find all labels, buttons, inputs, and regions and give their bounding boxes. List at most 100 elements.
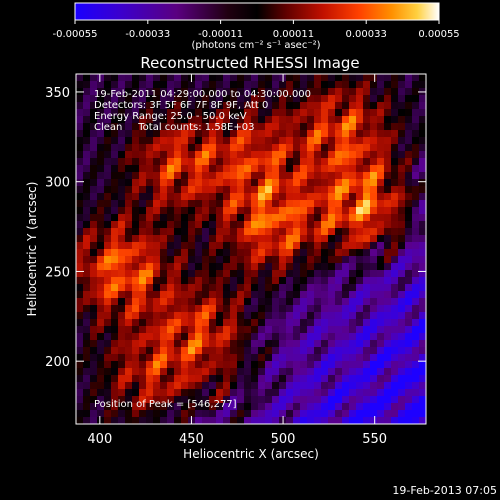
heatmap-cell	[321, 88, 329, 96]
heatmap-cell	[188, 361, 196, 369]
heatmap-cell	[139, 228, 147, 236]
heatmap-cell	[195, 291, 203, 299]
heatmap-cell	[146, 193, 154, 201]
heatmap-cell	[181, 151, 189, 159]
heatmap-cell	[132, 319, 140, 327]
colorbar-gradient	[74, 2, 440, 21]
heatmap-cell	[244, 298, 252, 306]
heatmap-cell	[398, 340, 406, 348]
heatmap-cell	[160, 256, 168, 264]
heatmap-cell	[384, 333, 392, 341]
heatmap-cell	[90, 186, 98, 194]
heatmap-cell	[132, 242, 140, 250]
heatmap-cell	[132, 179, 140, 187]
heatmap-cell	[363, 312, 371, 320]
heatmap-cell	[265, 347, 273, 355]
heatmap-cell	[370, 319, 378, 327]
heatmap-cell	[216, 403, 224, 411]
heatmap-cell	[286, 361, 294, 369]
heatmap-cell	[286, 277, 294, 285]
heatmap-cell	[314, 361, 322, 369]
heatmap-cell	[328, 354, 336, 362]
heatmap-cell	[132, 347, 140, 355]
heatmap-cell	[188, 403, 196, 411]
heatmap-cell	[111, 81, 119, 89]
colorbar-tick-label: 0.00055	[418, 29, 459, 40]
heatmap-cell	[258, 123, 266, 131]
heatmap-cell	[419, 368, 427, 376]
heatmap-cell	[286, 200, 294, 208]
heatmap-cell	[258, 242, 266, 250]
heatmap-cell	[328, 179, 336, 187]
heatmap-cell	[258, 382, 266, 390]
heatmap-cell	[286, 410, 294, 418]
heatmap-cell	[272, 410, 280, 418]
heatmap-cell	[174, 172, 182, 180]
heatmap-cell	[384, 102, 392, 110]
heatmap-cell	[279, 137, 287, 145]
heatmap-cell	[258, 277, 266, 285]
heatmap-cell	[251, 130, 259, 138]
heatmap-cell	[97, 242, 105, 250]
heatmap-cell	[412, 235, 420, 243]
heatmap-cell	[293, 151, 301, 159]
heatmap-cell	[265, 151, 273, 159]
heatmap-cell	[377, 389, 385, 397]
heatmap-cell	[258, 144, 266, 152]
heatmap-cell	[209, 88, 217, 96]
heatmap-cell	[258, 410, 266, 418]
heatmap-cell	[153, 130, 161, 138]
heatmap-cell	[195, 305, 203, 313]
heatmap-cell	[356, 277, 364, 285]
heatmap-cell	[209, 144, 217, 152]
heatmap-cell	[83, 326, 91, 334]
heatmap-cell	[279, 88, 287, 96]
heatmap-cell	[160, 326, 168, 334]
heatmap-cell	[391, 417, 399, 425]
heatmap-cell	[209, 326, 217, 334]
heatmap-cell	[307, 242, 315, 250]
heatmap-cell	[349, 200, 357, 208]
heatmap-cell	[237, 410, 245, 418]
heatmap-cell	[300, 102, 308, 110]
heatmap-cell	[349, 291, 357, 299]
heatmap-cell	[349, 375, 357, 383]
heatmap-cell	[384, 137, 392, 145]
heatmap-cell	[321, 186, 329, 194]
heatmap-cell	[356, 102, 364, 110]
heatmap-cell	[349, 319, 357, 327]
heatmap-cell	[83, 116, 91, 124]
heatmap-cell	[160, 284, 168, 292]
heatmap-cell	[349, 277, 357, 285]
heatmap-cell	[76, 130, 84, 138]
heatmap-cell	[153, 249, 161, 257]
heatmap-cell	[167, 382, 175, 390]
heatmap-cell	[307, 221, 315, 229]
heatmap-cell	[111, 214, 119, 222]
heatmap-cell	[363, 74, 371, 82]
heatmap-cell	[153, 95, 161, 103]
heatmap-cell	[300, 389, 308, 397]
heatmap-cell	[286, 165, 294, 173]
heatmap-cell	[223, 305, 231, 313]
heatmap-cell	[391, 305, 399, 313]
heatmap-cell	[251, 319, 259, 327]
heatmap-cell	[209, 95, 217, 103]
heatmap-cell	[258, 291, 266, 299]
heatmap-cell	[384, 249, 392, 257]
heatmap-cell	[363, 263, 371, 271]
heatmap-cell	[104, 214, 112, 222]
heatmap-cell	[139, 144, 147, 152]
heatmap-cell	[244, 193, 252, 201]
heatmap-cell	[384, 389, 392, 397]
heatmap-cell	[391, 165, 399, 173]
annotation-clean-counts: Clean Total counts: 1.58E+03	[94, 122, 254, 133]
heatmap-cell	[90, 172, 98, 180]
heatmap-cell	[307, 375, 315, 383]
heatmap-cell	[286, 214, 294, 222]
heatmap-cell	[342, 256, 350, 264]
heatmap-cell	[209, 130, 217, 138]
heatmap-cell	[167, 228, 175, 236]
heatmap-cell	[90, 319, 98, 327]
heatmap-cell	[349, 284, 357, 292]
